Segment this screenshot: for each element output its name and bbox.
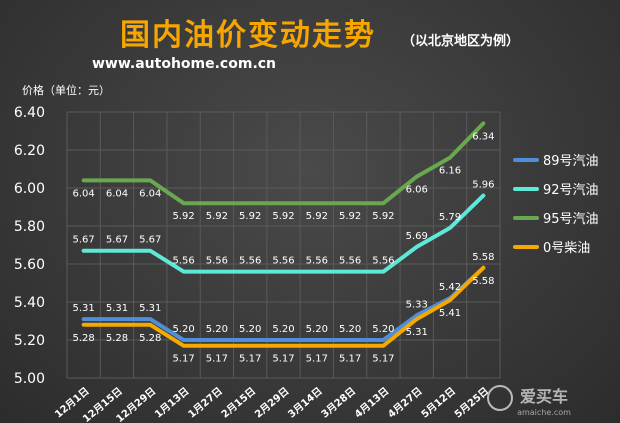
data-label: 6.04 xyxy=(73,188,95,199)
data-label: 5.96 xyxy=(472,180,494,191)
data-label: 5.20 xyxy=(206,324,228,335)
data-label: 5.17 xyxy=(306,354,328,365)
data-label: 5.56 xyxy=(306,256,328,267)
watermark-brand: 爱买车 xyxy=(520,387,568,406)
legend-label: 0号柴油 xyxy=(543,241,590,256)
data-label: 5.69 xyxy=(406,231,428,242)
data-label: 5.41 xyxy=(439,308,461,319)
legend-label: 92号汽油 xyxy=(543,183,599,198)
chart-subtitle: （以北京地区为例） xyxy=(402,33,519,49)
data-label: 5.56 xyxy=(172,256,194,267)
data-label: 5.17 xyxy=(339,354,361,365)
data-label: 5.42 xyxy=(439,282,461,293)
data-label: 5.20 xyxy=(306,324,328,335)
x-tick-label: 1月13日 xyxy=(152,385,191,420)
data-label: 5.31 xyxy=(139,303,161,314)
watermark-logo xyxy=(487,385,513,411)
data-label: 5.92 xyxy=(372,211,394,222)
series-line-0 xyxy=(81,265,486,342)
data-label: 5.28 xyxy=(106,333,128,344)
data-label: 5.92 xyxy=(339,211,361,222)
y-tick-label: 5.80 xyxy=(14,219,45,235)
y-tick-label: 6.00 xyxy=(14,181,45,197)
data-label: 5.56 xyxy=(372,256,394,267)
y-tick-label: 6.40 xyxy=(14,105,45,121)
site-url: www.autohome.com.cn xyxy=(92,56,276,72)
data-label: 5.20 xyxy=(272,324,294,335)
data-label: 5.56 xyxy=(272,256,294,267)
data-label: 6.04 xyxy=(139,188,161,199)
series-line-3 xyxy=(81,265,486,348)
data-label: 5.56 xyxy=(339,256,361,267)
data-label: 5.17 xyxy=(272,354,294,365)
y-tick-label: 5.00 xyxy=(14,371,45,387)
x-tick-label: 3月14日 xyxy=(286,385,325,420)
data-label: 6.34 xyxy=(472,131,494,142)
data-label: 5.67 xyxy=(139,235,161,246)
y-tick-label: 6.20 xyxy=(14,143,45,159)
y-tick-label: 5.20 xyxy=(14,333,45,349)
data-label: 5.92 xyxy=(206,211,228,222)
data-label: 6.16 xyxy=(439,166,461,177)
data-label: 5.56 xyxy=(239,256,261,267)
x-tick-label: 4月13日 xyxy=(352,385,391,420)
chart-title: 国内油价变动走势 xyxy=(120,18,376,53)
data-label: 5.33 xyxy=(406,299,428,310)
data-label: 5.20 xyxy=(172,324,194,335)
data-label: 5.20 xyxy=(239,324,261,335)
data-label: 5.58 xyxy=(472,276,494,287)
data-label: 5.17 xyxy=(172,354,194,365)
data-label: 5.17 xyxy=(372,354,394,365)
y-axis-label: 价格（单位：元） xyxy=(22,83,110,97)
data-label: 5.20 xyxy=(372,324,394,335)
series-line-2 xyxy=(81,121,486,206)
watermark-url: amaiche.com xyxy=(517,408,571,417)
legend-label: 89号汽油 xyxy=(543,154,599,169)
data-label: 5.92 xyxy=(172,211,194,222)
data-label: 5.28 xyxy=(73,333,95,344)
data-label: 5.92 xyxy=(272,211,294,222)
x-tick-label: 2月15日 xyxy=(219,385,258,420)
legend-label: 95号汽油 xyxy=(543,212,599,227)
data-label: 5.92 xyxy=(306,211,328,222)
data-label: 5.17 xyxy=(239,354,261,365)
data-label: 5.20 xyxy=(339,324,361,335)
x-tick-label: 1月27日 xyxy=(186,385,225,420)
data-label: 5.31 xyxy=(106,303,128,314)
data-label: 5.67 xyxy=(106,235,128,246)
data-label: 6.04 xyxy=(106,188,128,199)
y-tick-label: 5.40 xyxy=(14,295,45,311)
data-label: 5.58 xyxy=(472,252,494,263)
data-label: 5.79 xyxy=(439,212,461,223)
x-tick-label: 4月27日 xyxy=(386,385,425,420)
series-line-1 xyxy=(81,193,486,274)
x-tick-label: 3月28日 xyxy=(319,385,358,420)
data-label: 5.92 xyxy=(239,211,261,222)
x-tick-label: 5月12日 xyxy=(419,385,458,420)
data-label: 5.67 xyxy=(73,235,95,246)
data-label: 5.31 xyxy=(406,327,428,338)
data-label: 6.06 xyxy=(406,185,428,196)
y-tick-label: 5.60 xyxy=(14,257,45,273)
data-label: 5.28 xyxy=(139,333,161,344)
data-label: 5.56 xyxy=(206,256,228,267)
x-tick-label: 2月29日 xyxy=(252,385,291,420)
x-tick-label: 5月25日 xyxy=(452,385,491,420)
data-label: 5.17 xyxy=(206,354,228,365)
data-label: 5.31 xyxy=(73,303,95,314)
